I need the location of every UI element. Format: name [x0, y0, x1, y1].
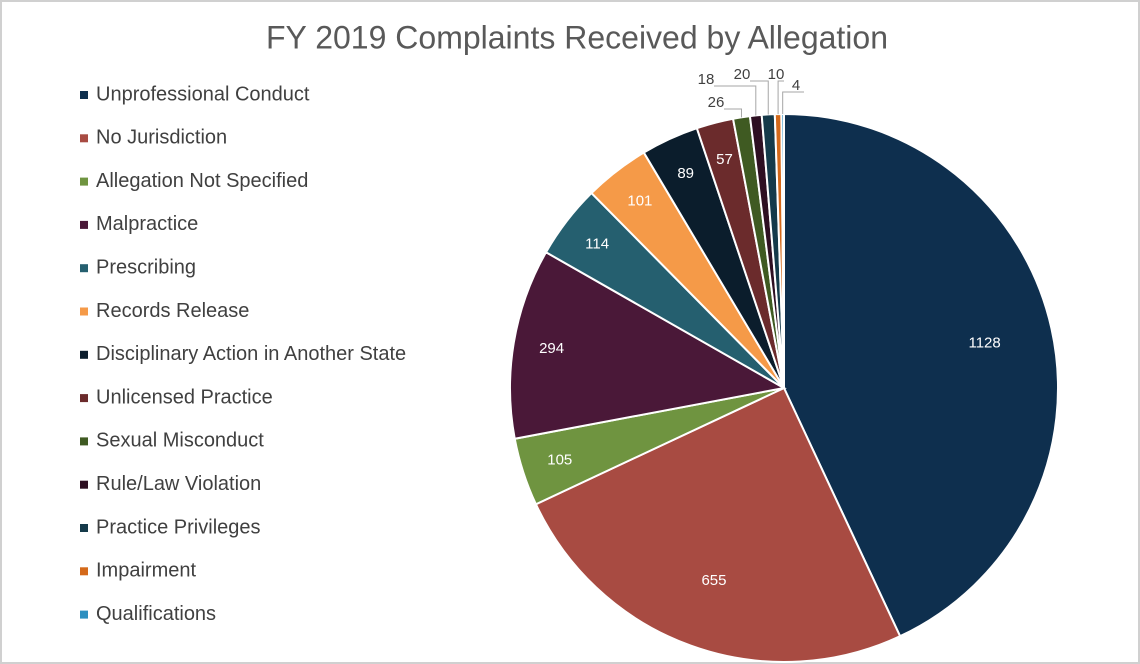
- data-label: 655: [701, 572, 726, 589]
- data-label: 89: [677, 165, 694, 182]
- data-label: 18: [698, 71, 715, 88]
- leader-line: [724, 108, 742, 118]
- leader-line: [782, 91, 804, 115]
- legend-label: Practice Privileges: [96, 516, 261, 538]
- pie-slice: [509, 250, 787, 440]
- legend-label: Rule/Law Violation: [96, 473, 261, 495]
- legend-swatch: [80, 437, 88, 446]
- data-label: 114: [585, 235, 609, 252]
- legend-label: Qualifications: [96, 603, 216, 625]
- legend-swatch: [80, 91, 88, 99]
- data-label: 101: [627, 193, 652, 210]
- legend-swatch: [80, 350, 88, 359]
- pie-slice: [783, 112, 1059, 638]
- pie-slice: [780, 112, 785, 389]
- legend-swatch: [80, 567, 88, 576]
- legend-swatch: [80, 307, 88, 316]
- data-label: 1128: [968, 334, 1000, 351]
- legend-label: Unlicensed Practice: [96, 386, 273, 408]
- legend-label: Sexual Misconduct: [96, 430, 264, 452]
- leader-line: [777, 80, 784, 115]
- legend-swatch: [80, 610, 88, 619]
- legend-label: Allegation Not Specified: [96, 170, 308, 192]
- data-label: 20: [734, 66, 751, 83]
- leader-line: [714, 85, 757, 116]
- data-label: 10: [768, 66, 785, 83]
- legend-swatch: [80, 220, 88, 229]
- legend-label: Records Release: [96, 300, 249, 322]
- legend-swatch: [80, 524, 88, 532]
- legend-label: No Jurisdiction: [96, 127, 227, 149]
- data-label: 4: [792, 77, 800, 94]
- chart-title: FY 2019 Complaints Received by Allegatio…: [266, 19, 888, 55]
- legend-label: Unprofessional Conduct: [96, 83, 310, 105]
- legend-label: Disciplinary Action in Another State: [96, 343, 406, 365]
- legend-swatch: [80, 480, 88, 489]
- legend-swatch: [80, 134, 88, 143]
- data-label: 26: [708, 94, 725, 111]
- data-label: 57: [716, 151, 733, 168]
- legend-label: Prescribing: [96, 256, 196, 278]
- legend-swatch: [80, 177, 88, 186]
- leader-line: [750, 80, 769, 115]
- data-label: 105: [547, 451, 572, 468]
- legend-label: Malpractice: [96, 213, 198, 235]
- legend-swatch: [80, 264, 88, 273]
- pie-slice: [534, 386, 902, 663]
- legend-swatch: [80, 394, 88, 403]
- data-label: 294: [539, 340, 564, 357]
- legend-label: Impairment: [96, 560, 196, 582]
